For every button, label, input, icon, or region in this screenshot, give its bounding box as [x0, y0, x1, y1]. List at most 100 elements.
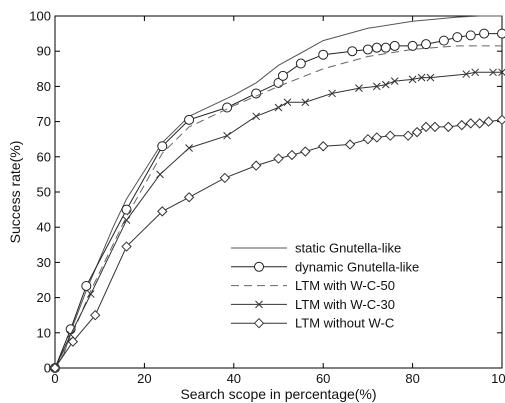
legend-label: static Gnutella-like [295, 241, 401, 256]
x-tick-label: 100 [491, 371, 505, 386]
x-marker [372, 82, 381, 91]
diamond-marker [219, 172, 231, 184]
x-marker [462, 70, 471, 78]
x-marker [390, 77, 399, 85]
y-tick-label: 60 [37, 149, 51, 164]
y-tick-label: 80 [37, 79, 51, 94]
x-axis-label: Search scope in percentage(%) [180, 386, 376, 402]
circle-marker [380, 42, 391, 53]
diamond-marker [385, 130, 396, 141]
circle-marker [465, 30, 476, 41]
circle-marker [452, 32, 463, 43]
legend: static Gnutella-like dynamic Gnutella-lik… [231, 241, 419, 331]
circle-marker [371, 42, 382, 53]
x-tick-label: 80 [405, 371, 419, 386]
legend-entry: LTM without W-C [231, 316, 394, 331]
circle-marker [251, 88, 262, 99]
legend-entry: LTM with W-C-50 [231, 278, 395, 293]
y-tick-label: 30 [37, 255, 51, 270]
x-marker [408, 75, 417, 84]
series-2 [50, 28, 505, 373]
x-marker [301, 98, 310, 107]
diamond-marker [300, 146, 311, 157]
x-marker [489, 68, 497, 77]
legend-label: dynamic Gnutella-like [295, 259, 419, 274]
circle-marker [438, 35, 449, 46]
x-marker [274, 103, 283, 112]
y-tick-label: 0 [44, 361, 51, 376]
plot-frame [54, 15, 503, 369]
diamond-marker [483, 116, 494, 127]
circle-marker [121, 204, 132, 215]
legend-entry: LTM with W-C-30 [231, 297, 395, 312]
plot-area [54, 15, 503, 369]
diamond-marker [465, 118, 476, 129]
circle-marker [362, 44, 373, 55]
legend-entry: static Gnutella-like [231, 241, 401, 256]
circle-marker [157, 141, 168, 152]
x-tick-label: 20 [137, 371, 151, 386]
circle-marker [497, 28, 505, 39]
diamond-marker [420, 121, 432, 133]
circle-marker [479, 28, 490, 39]
circle-marker [277, 70, 288, 81]
circle-marker [184, 114, 195, 125]
diamond-marker [402, 130, 414, 141]
y-axis-label: Success rate(%) [7, 141, 23, 244]
circle-marker [254, 261, 264, 272]
x-marker [122, 216, 131, 225]
series-3 [54, 45, 502, 369]
x-marker [471, 68, 480, 77]
x-marker [255, 300, 263, 309]
axes: 0 20 40 60 80 100 0 10 20 30 40 50 60 70 80 90 100 [29, 9, 505, 387]
diamond-marker [157, 206, 168, 217]
diamond-marker [456, 119, 467, 131]
diamond-marker [90, 309, 101, 321]
legend-label: LTM without W-C [295, 316, 394, 331]
circle-marker [318, 49, 329, 60]
y-tick-label: 10 [37, 325, 51, 340]
legend-label: LTM with W-C-30 [295, 297, 395, 312]
series-5 [49, 114, 505, 374]
x-marker [86, 290, 95, 298]
circle-marker [421, 39, 432, 50]
x-tick-label: 40 [227, 371, 241, 386]
diamond-marker [411, 126, 423, 138]
circle-marker [347, 46, 358, 57]
diamond-marker [474, 118, 485, 129]
y-tick-label: 100 [29, 9, 51, 24]
diamond-marker [253, 317, 265, 329]
circle-marker [389, 40, 400, 51]
diamond-marker [286, 149, 298, 161]
circle-marker [407, 40, 418, 51]
y-tick-label: 70 [37, 114, 51, 129]
series-line [54, 45, 502, 369]
x-marker [252, 112, 261, 121]
legend-entry: dynamic Gnutella-like [231, 259, 419, 274]
x-marker [417, 73, 426, 82]
x-marker [156, 170, 164, 179]
y-tick-label: 50 [37, 185, 51, 200]
circle-marker [81, 280, 92, 291]
diamond-marker [443, 121, 454, 133]
x-marker [498, 68, 505, 77]
diamond-marker [67, 336, 79, 347]
diamond-marker [317, 141, 329, 152]
y-tick-label: 90 [37, 44, 51, 59]
diamond-marker [49, 362, 61, 374]
diamond-marker [183, 192, 195, 203]
diamond-marker [362, 133, 374, 145]
y-tick-label: 20 [37, 290, 51, 305]
x-marker [223, 131, 231, 140]
diamond-marker [429, 121, 441, 133]
diamond-marker [121, 241, 132, 252]
x-marker [426, 73, 435, 82]
x-marker [381, 80, 390, 89]
x-marker [283, 98, 292, 107]
x-marker [185, 144, 193, 152]
x-marker [328, 89, 336, 98]
y-tick-label: 40 [37, 220, 51, 235]
x-marker [355, 84, 363, 93]
diamond-marker [496, 114, 505, 126]
